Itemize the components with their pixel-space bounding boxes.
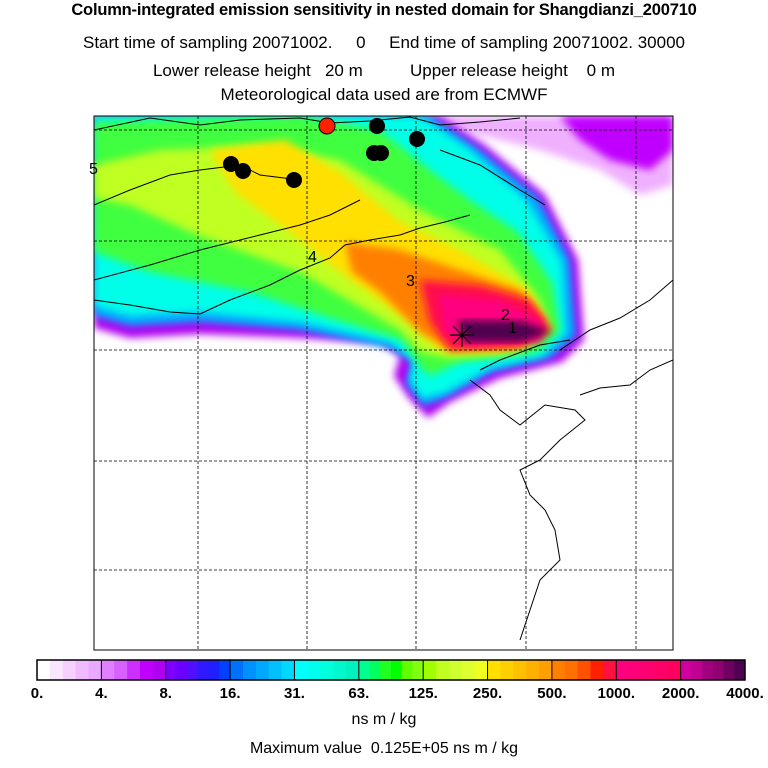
colorbar-swatch: [369, 660, 381, 680]
colorbar-swatch: [37, 660, 51, 680]
colorbar-swatch: [539, 660, 553, 680]
colorbar-swatch: [358, 660, 371, 680]
station-dot: [369, 118, 385, 134]
station-dot: [286, 172, 302, 188]
colorbar-tick-label: 1000.: [597, 685, 636, 702]
colorbar-swatch: [75, 660, 89, 680]
colorbar-tick-label: 250.: [472, 685, 503, 702]
colorbar-tick-label: 31.: [284, 685, 305, 702]
colorbar-swatch: [526, 660, 540, 680]
colorbar-swatch: [187, 660, 199, 680]
colorbar-tick-label: 4.: [95, 685, 108, 702]
colorbar-swatch: [500, 660, 514, 680]
colorbar-tick-label: 125.: [408, 685, 438, 702]
colorbar-swatch: [603, 660, 617, 680]
colorbar-swatch: [448, 660, 463, 680]
colorbar-swatch: [219, 660, 231, 680]
colorbar-swatch: [474, 660, 489, 680]
colorbar-swatch: [461, 660, 476, 680]
colorbar-swatch: [667, 660, 682, 680]
colorbar-tick-label: 8.: [159, 685, 172, 702]
met-data-line: Meteorological data used are from ECMWF: [220, 85, 548, 104]
colorbar-swatch: [208, 660, 220, 680]
colorbar-tick-label: 2000.: [661, 685, 700, 702]
station-dot: [373, 145, 389, 161]
plot-title: Column-integrated emission sensitivity i…: [71, 1, 697, 19]
age-label-1: 1: [508, 320, 517, 337]
colorbar-swatch: [680, 660, 692, 680]
colorbar-swatch: [307, 660, 321, 680]
colorbar-swatch: [139, 660, 154, 680]
colorbar-swatch: [734, 660, 746, 680]
colorbar-swatch: [62, 660, 77, 680]
colorbar-swatch: [629, 660, 643, 680]
colorbar-swatch: [487, 660, 501, 680]
station-dots: [223, 117, 425, 188]
colorbar-swatch: [590, 660, 604, 680]
colorbar-swatch: [691, 660, 703, 680]
age-label-3: 3: [406, 273, 415, 290]
colorbar-swatch: [127, 660, 141, 680]
colorbar-swatch: [320, 660, 334, 680]
colorbar-swatch: [702, 660, 714, 680]
max-value-line: Maximum value 0.125E+05 ns m / kg: [249, 740, 519, 757]
colorbar-swatch: [513, 660, 527, 680]
colorbar-swatch: [88, 660, 102, 680]
colorbar-tick-label: 500.: [537, 685, 567, 702]
map-frame: [93, 115, 674, 651]
colorbar-swatch: [551, 660, 566, 680]
field-level-max: [458, 320, 552, 342]
station-dot: [409, 131, 425, 147]
colorbar-tick-label: 16.: [219, 685, 241, 702]
colorbar-swatch: [423, 660, 437, 680]
colorbar-tick-label: 63.: [348, 685, 370, 702]
colorbar-frame: [36, 659, 746, 681]
colorbar-swatch: [242, 660, 257, 680]
colorbar-swatch: [49, 660, 64, 680]
colorbar-swatch: [436, 660, 450, 680]
colorbar-swatch: [616, 660, 630, 680]
release-height-line: Lower release height 20 m Upper release …: [152, 61, 616, 80]
colorbar-tick-label: 0.: [30, 685, 44, 702]
sensitivity-field: [94, 116, 673, 418]
graticule: [94, 116, 673, 650]
colorbar-swatch: [197, 660, 210, 680]
colorbar-swatch: [564, 660, 579, 680]
colorbar-swatch: [165, 660, 177, 680]
colorbar-swatch: [176, 660, 188, 680]
colorbar-swatch: [333, 660, 347, 680]
station-dot-highlight: [318, 117, 336, 135]
colorbar-swatch: [101, 660, 115, 680]
colorbar-swatch: [412, 660, 424, 680]
colorbar-tick-label: 4000.: [726, 685, 764, 702]
colorbar-swatch: [255, 660, 270, 680]
colorbar-swatch: [230, 660, 244, 680]
field-faint-core: [560, 116, 673, 170]
age-label-4: 4: [308, 249, 317, 266]
colorbar-swatch: [723, 660, 735, 680]
star-cross-icon: [450, 323, 474, 347]
colorbar-swatch: [268, 660, 283, 680]
colorbar-swatch: [577, 660, 592, 680]
colorbar-swatch: [294, 660, 308, 680]
colorbar-swatch: [345, 660, 360, 680]
station-dot: [223, 156, 239, 172]
colorbar-swatch: [281, 660, 295, 680]
colorbar-swatch: [401, 660, 413, 680]
age-label-2: 2: [501, 307, 510, 324]
colorbar-swatch: [654, 660, 669, 680]
colorbar: [36, 659, 746, 681]
colorbar-swatch: [114, 660, 128, 680]
station-dot: [235, 163, 251, 179]
colorbar-swatch: [642, 660, 656, 680]
colorbar-unit: ns m / kg: [351, 711, 417, 728]
colorbar-swatch: [380, 660, 392, 680]
colorbar-swatch: [391, 660, 403, 680]
sampling-time-line: Start time of sampling 20071002. 0 End t…: [83, 33, 685, 52]
colorbar-swatch: [152, 660, 167, 680]
colorbar-swatch: [712, 660, 725, 680]
